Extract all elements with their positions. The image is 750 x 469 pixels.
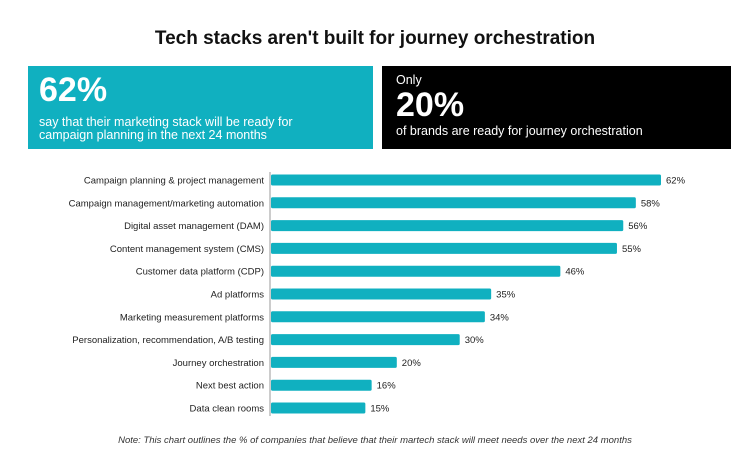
bar [271,242,617,254]
category-label: Journey orchestration [173,358,264,369]
callout-right: Only 20% of brands are ready for journey… [382,66,731,149]
value-label: 55% [622,244,642,255]
value-label: 20% [402,358,422,369]
category-label: Customer data platform (CDP) [136,267,264,278]
value-label: 16% [377,381,397,392]
bar [271,220,624,232]
callout-left-value: 62% [39,71,108,109]
category-label: Next best action [196,381,264,392]
category-label: Digital asset management (DAM) [124,221,264,232]
category-label: Ad platforms [211,290,265,301]
chart-note: Note: This chart outlines the % of compa… [118,435,632,446]
bar [271,288,492,300]
bar [271,265,561,277]
category-label: Marketing measurement platforms [120,312,264,323]
callout-right-value: 20% [396,86,465,124]
bar [271,356,397,368]
bar [271,334,460,346]
callout-left: 62% say that their marketing stack will … [28,66,373,149]
category-label: Campaign planning & project management [84,176,264,187]
callout-right-text: of brands are ready for journey orchestr… [396,124,643,138]
value-label: 56% [628,221,648,232]
value-label: 46% [565,267,585,278]
value-label: 30% [465,335,485,346]
category-label: Personalization, recommendation, A/B tes… [72,335,264,346]
value-label: 34% [490,312,510,323]
bar [271,174,661,186]
category-label: Data clean rooms [190,404,265,415]
value-label: 15% [370,404,390,415]
callout-left-text: say that their marketing stack will be r… [39,115,293,142]
page-title: Tech stacks aren't built for journey orc… [154,28,596,49]
category-label: Content management system (CMS) [110,244,264,255]
value-label: 62% [666,176,686,187]
value-label: 35% [496,290,516,301]
bar [271,379,372,391]
bar [271,197,636,209]
callout-right-prefix: Only [396,73,422,87]
category-label: Campaign management/marketing automation [69,198,264,209]
value-label: 58% [641,198,661,209]
bar [271,311,485,323]
bar [271,402,366,414]
